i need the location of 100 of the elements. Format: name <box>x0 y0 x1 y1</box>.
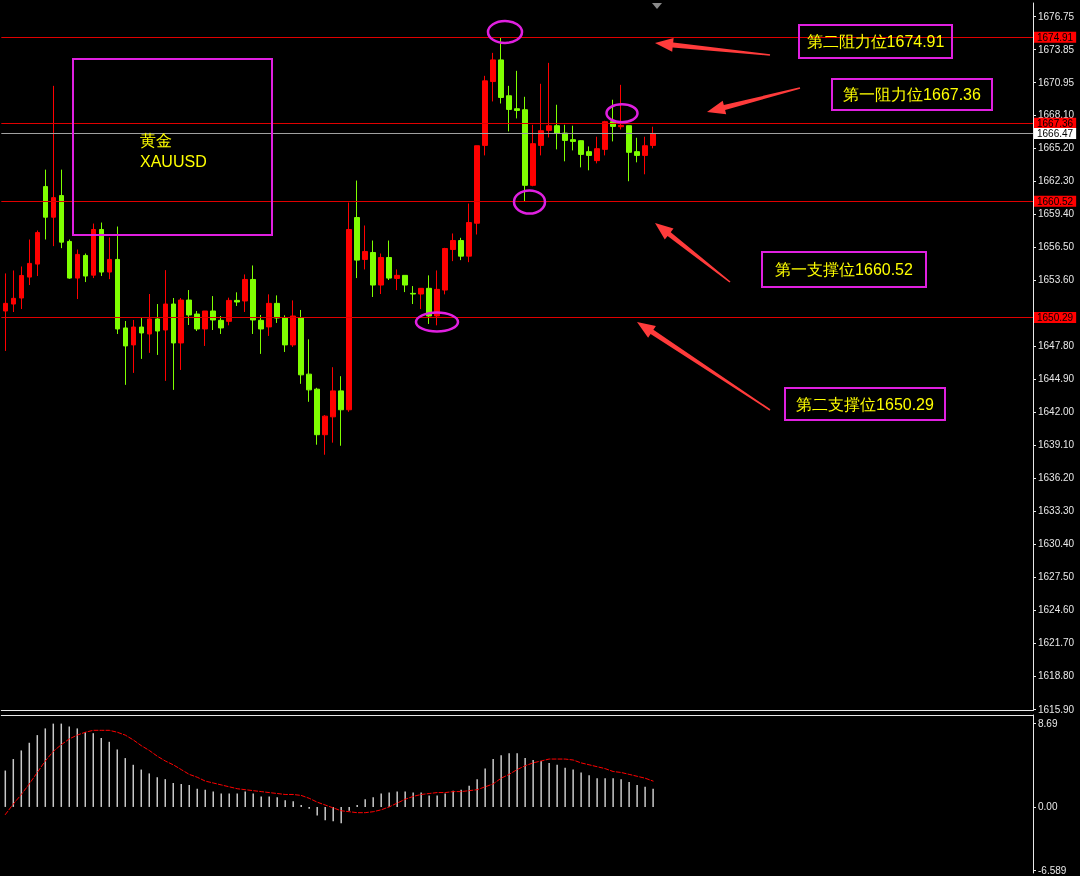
candlestick <box>163 269 168 382</box>
candlestick <box>59 169 64 249</box>
y-tick-label: 1630.40 <box>1038 538 1075 550</box>
candlestick <box>314 387 320 446</box>
ref-line-label: 1667.36 <box>1037 117 1074 129</box>
candlestick <box>67 239 72 280</box>
candlestick <box>346 202 352 413</box>
candlestick <box>19 265 24 310</box>
line-series <box>4 729 654 816</box>
y-tick-label: 8.69 <box>1038 718 1058 730</box>
candlestick <box>546 62 552 138</box>
y-tick-label: 1665.20 <box>1038 142 1075 154</box>
y-tick-label: 1627.50 <box>1038 571 1075 583</box>
y-tick-label: 1615.90 <box>1038 703 1075 715</box>
candlestick <box>570 125 576 151</box>
candlestick <box>442 247 448 295</box>
candlestick <box>330 366 336 444</box>
candlestick <box>147 293 152 354</box>
y-tick-label: 1642.00 <box>1038 406 1075 418</box>
ref-line-label: 1660.52 <box>1037 195 1074 207</box>
candlestick <box>123 320 128 386</box>
candlestick <box>226 297 232 326</box>
candlestick <box>115 226 120 335</box>
candlestick <box>522 96 528 202</box>
candlestick <box>51 85 56 247</box>
candlestick <box>578 139 584 168</box>
candlestick <box>139 317 144 360</box>
candlestick <box>250 264 256 335</box>
ref-line-label: 1650.29 <box>1037 312 1074 324</box>
candlestick <box>83 253 88 283</box>
candlestick <box>35 230 40 277</box>
candlestick <box>586 145 592 171</box>
candlestick <box>650 126 656 149</box>
candlestick <box>202 310 208 347</box>
candlestick <box>378 253 384 295</box>
candlestick <box>43 169 48 241</box>
y-tick-label: 1624.60 <box>1038 604 1075 616</box>
candlestick <box>91 223 96 279</box>
candlestick <box>562 124 568 162</box>
candlestick <box>75 249 80 300</box>
annotation: 第一阻力位1667.36 <box>843 85 981 105</box>
candlestick <box>610 99 616 142</box>
candlestick <box>322 414 328 456</box>
candlestick <box>458 237 464 261</box>
y-tick-label: 1676.75 <box>1038 10 1075 22</box>
candlestick <box>107 236 112 280</box>
y-tick-label: 1659.40 <box>1038 208 1075 220</box>
candlestick <box>370 240 376 298</box>
candlestick <box>474 145 480 235</box>
candlestick <box>274 294 280 324</box>
y-tick-label: 1670.95 <box>1038 76 1075 88</box>
rectangle-outline: 第一支撑位1660.52 <box>761 251 927 288</box>
candlestick <box>210 295 216 331</box>
candlestick <box>634 137 640 163</box>
candlestick <box>186 289 192 326</box>
candlestick <box>402 274 408 293</box>
candlestick <box>554 104 560 150</box>
candlestick <box>594 136 600 164</box>
rectangle-outline: 第二支撑位1650.29 <box>784 387 946 421</box>
candlestick <box>298 309 304 385</box>
candlestick <box>338 375 344 447</box>
candlestick <box>99 222 104 277</box>
y-tick-label: 1662.30 <box>1038 175 1075 187</box>
y-tick-label: 1636.20 <box>1038 472 1075 484</box>
candlestick <box>242 273 248 313</box>
ref-line-label: 1674.91 <box>1037 31 1074 43</box>
annotation: 第一支撑位1660.52 <box>775 260 913 280</box>
candlestick <box>282 314 288 353</box>
candlestick <box>618 84 624 130</box>
candlestick <box>482 75 488 156</box>
candlestick <box>450 232 456 262</box>
rectangle-outline: 第二阻力位1674.91 <box>798 24 953 59</box>
candlestick <box>178 297 184 371</box>
y-tick-label: 1653.60 <box>1038 274 1075 286</box>
y-tick-label: 0.00 <box>1038 801 1058 813</box>
candlestick <box>155 303 160 356</box>
y-tick-label: 1647.80 <box>1038 340 1075 352</box>
candlestick <box>3 272 8 352</box>
candlestick <box>258 314 264 355</box>
ref-line-label: 1666.47 <box>1037 127 1074 139</box>
y-tick-label: 1621.70 <box>1038 637 1075 649</box>
candlestick <box>602 120 608 156</box>
candlestick <box>266 293 272 337</box>
annotation: 第二支撑位1650.29 <box>796 394 934 415</box>
candlestick <box>218 315 224 335</box>
y-tick-label: -6.589 <box>1038 864 1067 876</box>
candlestick <box>514 70 520 119</box>
candlestick <box>354 180 360 279</box>
y-tick-label: 1633.30 <box>1038 505 1075 517</box>
candlestick <box>506 85 512 132</box>
candlestick <box>642 136 648 175</box>
candlestick <box>466 203 472 263</box>
y-tick-label: 1673.85 <box>1038 43 1075 55</box>
candlestick <box>306 338 312 403</box>
candlestick <box>498 36 504 104</box>
y-tick-label: 1618.80 <box>1038 670 1075 682</box>
annotation: 黄金 XAUUSD <box>140 131 207 172</box>
candlestick <box>11 269 16 313</box>
candlestick <box>418 287 424 310</box>
annotation: 第二阻力位1674.91 <box>806 32 945 52</box>
